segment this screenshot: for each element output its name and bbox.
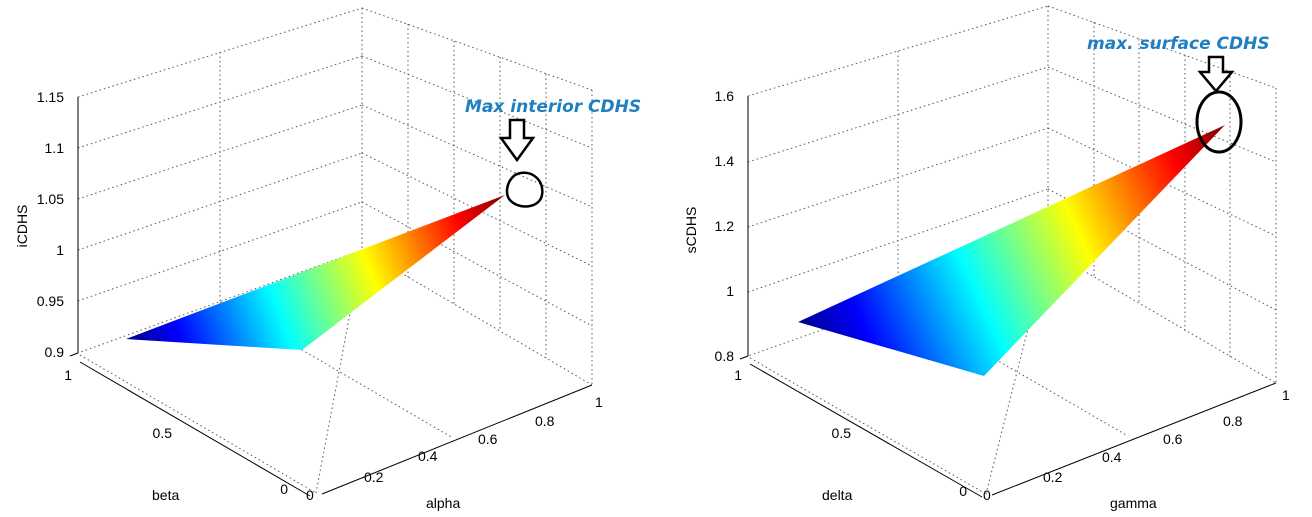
tick-label: 0	[280, 481, 288, 497]
left-y-ticks: 1 0.5 0	[64, 367, 288, 497]
tick-label: 1.1	[45, 140, 65, 156]
left-annotation-label: Max interior CDHS	[465, 97, 641, 117]
right-annotation: max. surface CDHS	[1087, 34, 1270, 154]
tick-label: 0.9	[45, 344, 65, 360]
tick-label: 1	[734, 367, 742, 383]
tick-label: 0.6	[478, 431, 498, 447]
tick-label: 1	[726, 283, 734, 299]
plot-right: max. surface CDHS 1.6 1.4 1.2 1 0.8 1 0.…	[683, 5, 1290, 511]
left-annotation: Max interior CDHS	[465, 97, 641, 208]
tick-label: 0.5	[153, 425, 173, 441]
right-z-ticks: 1.6 1.4 1.2 1 0.8	[715, 88, 735, 364]
tick-label: 1	[64, 367, 72, 383]
left-y-axis-label: beta	[152, 487, 179, 503]
tick-label: 0.4	[418, 448, 438, 464]
right-y-ticks: 1 0.5 0	[734, 367, 967, 499]
tick-label: 0.8	[535, 413, 555, 429]
right-axes	[739, 96, 1277, 498]
right-z-axis-label: sCDHS	[683, 207, 699, 254]
tick-label: 0.6	[1163, 431, 1183, 447]
tick-label: 0.95	[37, 293, 64, 309]
tick-label: 1	[56, 242, 64, 258]
tick-label: 0.8	[715, 348, 735, 364]
tick-label: 1.15	[37, 89, 64, 105]
right-arrow-icon	[1197, 55, 1235, 93]
tick-label: 1	[1282, 387, 1290, 403]
tick-label: 0.8	[1223, 413, 1243, 429]
tick-label: 0	[959, 483, 967, 499]
left-x-axis-label: alpha	[426, 495, 460, 511]
tick-label: 1	[595, 394, 603, 410]
right-y-axis-label: delta	[822, 487, 853, 503]
left-z-ticks: 1.15 1.1 1.05 1 0.95 0.9	[37, 89, 64, 360]
right-surface	[798, 125, 1225, 376]
left-z-axis-label: iCDHS	[14, 205, 30, 248]
tick-label: 1.05	[37, 191, 64, 207]
tick-label: 0	[306, 487, 314, 503]
right-circle-marker	[1195, 90, 1243, 154]
plot-left: Max interior CDHS 1.15 1.1 1.05 1 0.95 0…	[14, 7, 641, 511]
tick-label: 1.6	[715, 88, 735, 104]
tick-label: 0.2	[1043, 469, 1063, 485]
left-surface	[126, 195, 505, 350]
tick-label: 0.2	[364, 469, 384, 485]
left-arrow-icon	[498, 118, 536, 163]
tick-label: 0	[983, 487, 991, 503]
left-grid	[77, 7, 593, 494]
right-x-axis-label: gamma	[1110, 495, 1157, 511]
right-x-ticks: 0 0.2 0.4 0.6 0.8 1	[983, 387, 1290, 503]
left-x-ticks: 0 0.2 0.4 0.6 0.8 1	[306, 394, 603, 503]
tick-label: 0.4	[1102, 449, 1122, 465]
left-circle-marker	[505, 171, 544, 208]
left-axes	[69, 97, 593, 497]
tick-label: 1.4	[715, 153, 735, 169]
right-annotation-label: max. surface CDHS	[1087, 34, 1270, 54]
tick-label: 0.5	[832, 425, 852, 441]
tick-label: 1.2	[715, 218, 735, 234]
